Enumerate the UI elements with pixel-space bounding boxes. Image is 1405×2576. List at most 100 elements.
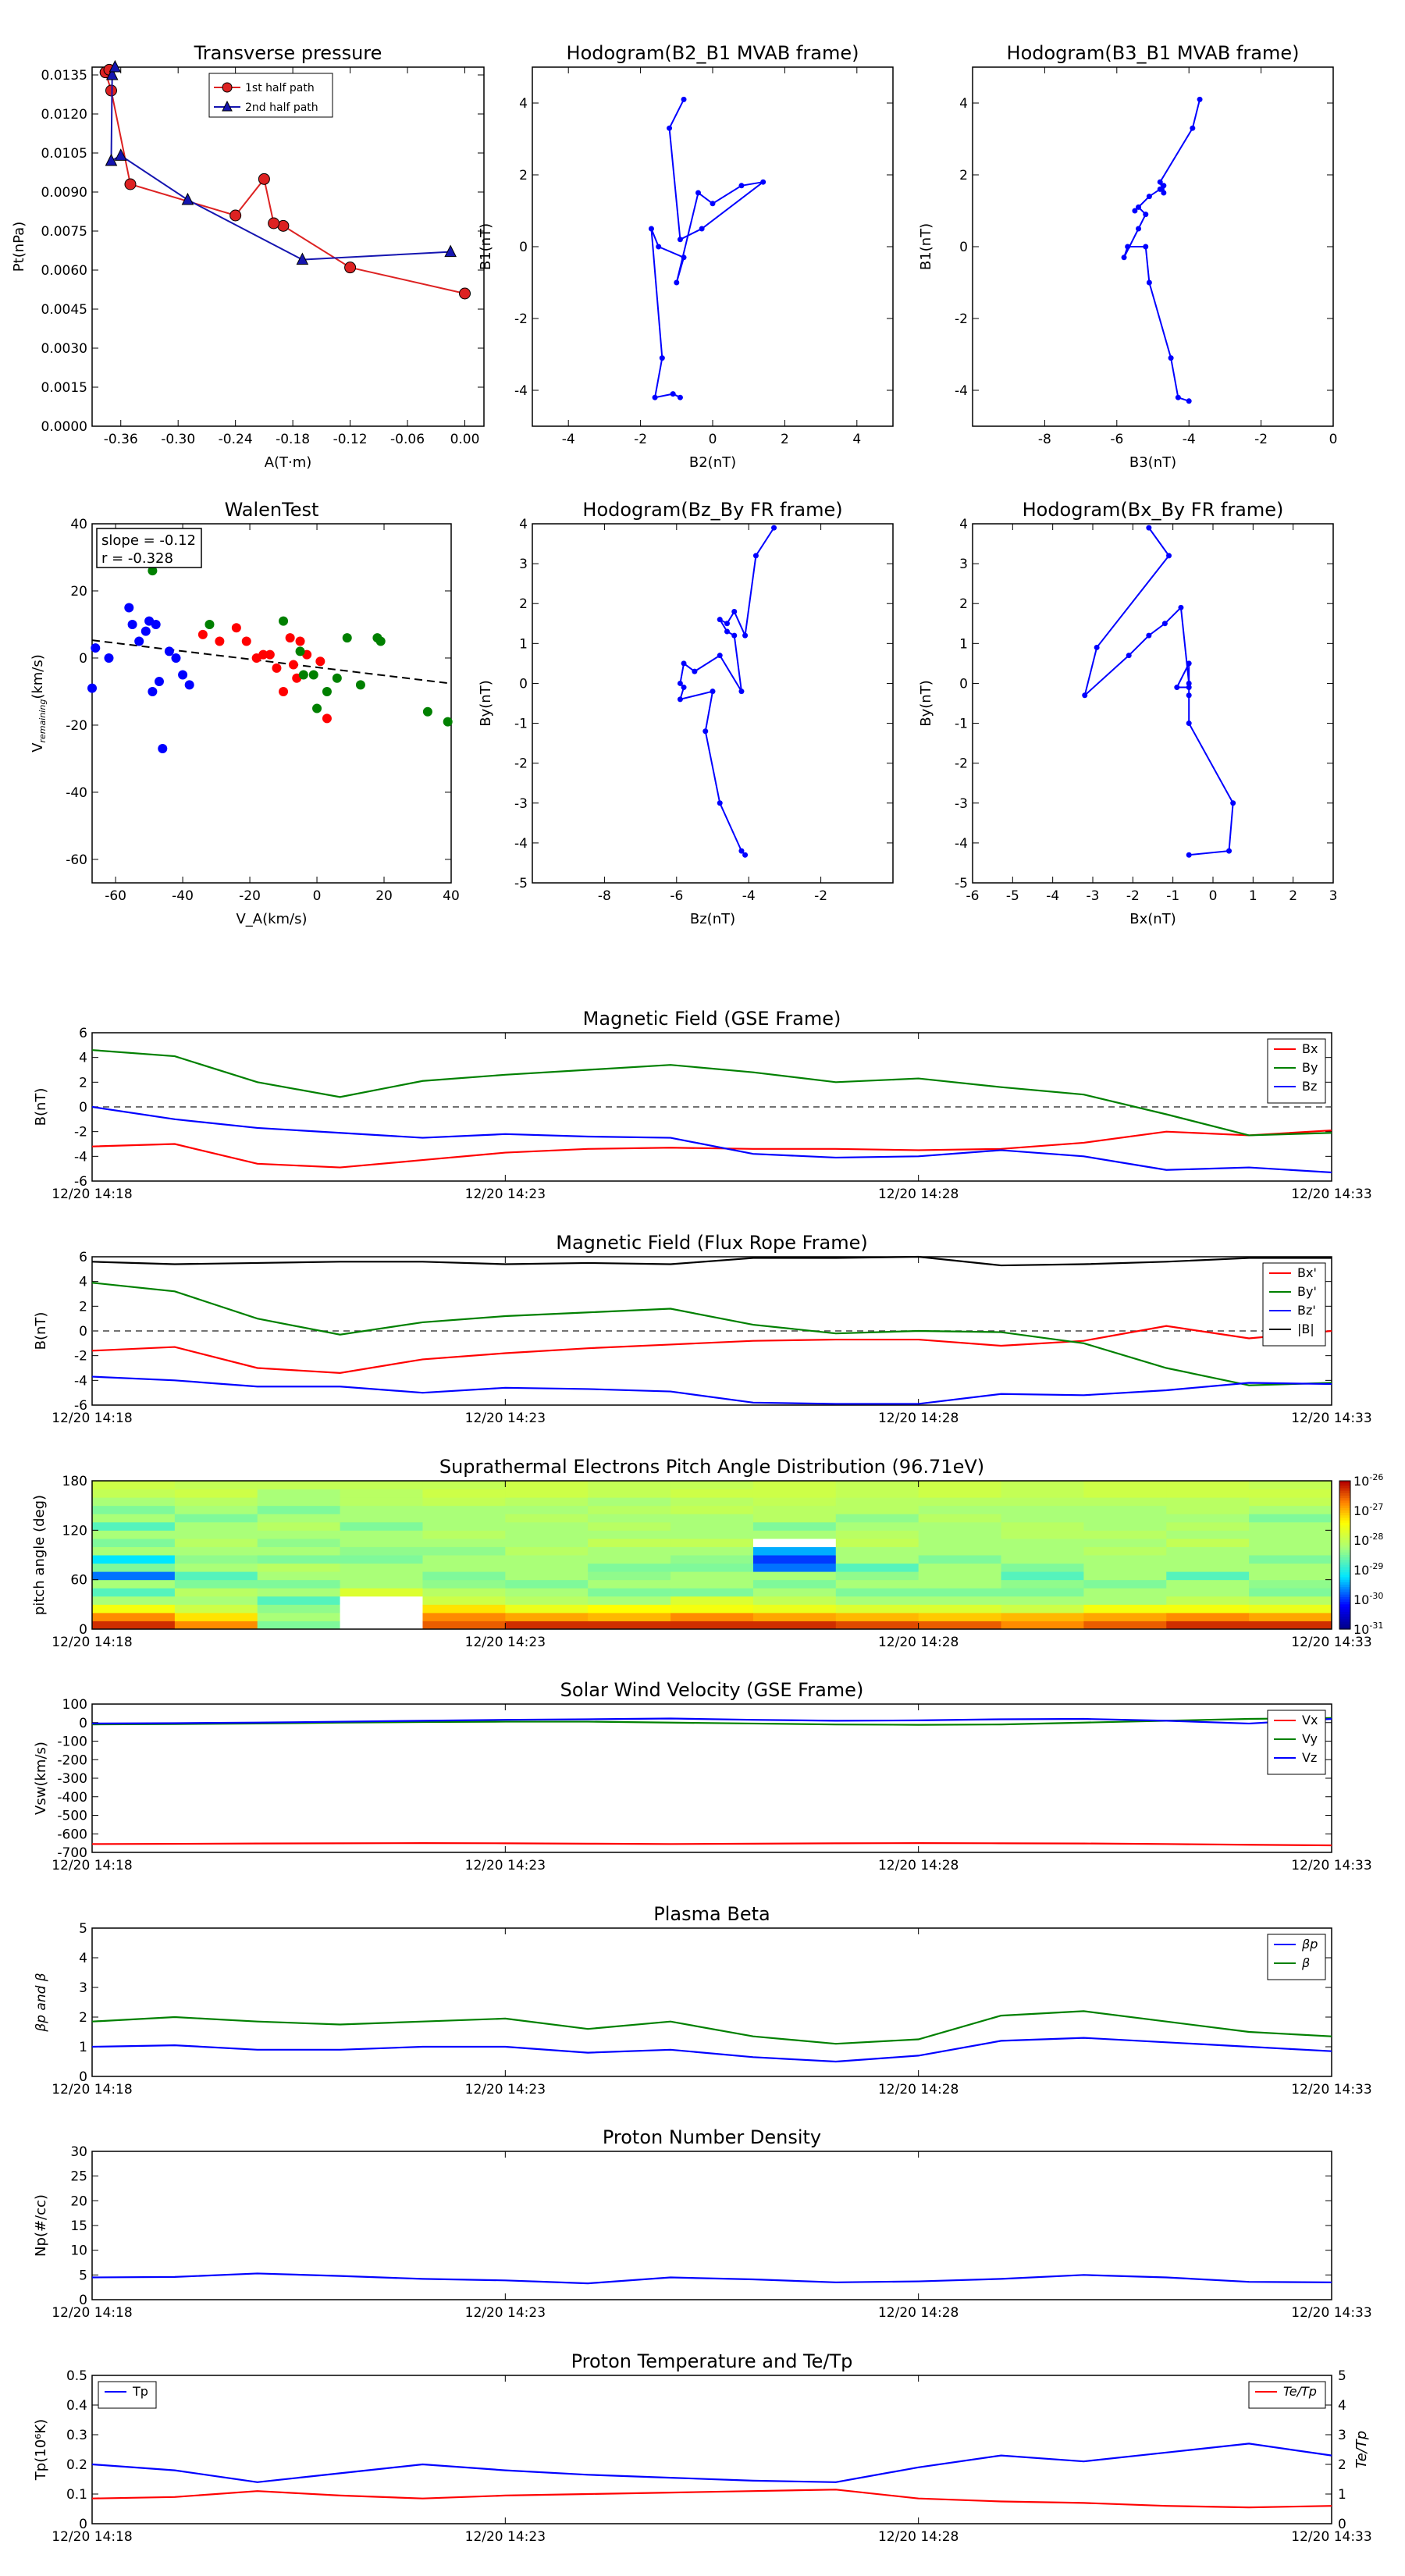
heatmap-cell [340,1481,423,1490]
heatmap-cell [340,1505,423,1514]
heatmap-cell [257,1579,341,1589]
heatmap-cell [257,1563,341,1572]
data-point [1146,632,1152,639]
y2-tick-label: 0 [1338,2517,1346,2532]
heatmap-cell [92,1497,176,1507]
data-point [148,686,158,696]
heatmap-cell [918,1588,1002,1597]
y-tick-label: 0 [79,1100,87,1115]
y-tick-label: 120 [62,1523,87,1539]
colorbar-segment [1339,1503,1350,1507]
heatmap-cell [257,1588,341,1597]
data-point [742,852,749,858]
colorbar-segment [1339,1577,1350,1581]
y-axis-label: B1(nT) [918,223,934,270]
heatmap-cell [670,1497,754,1507]
heatmap-cell [340,1604,423,1614]
colorbar-segment [1339,1530,1350,1534]
y-tick-label: 0.0105 [41,146,87,162]
x-tick-label: 0 [1209,888,1218,904]
colorbar-segment [1339,1517,1350,1521]
colorbar-segment [1339,1579,1350,1583]
data-point [710,201,716,207]
plot-frame [91,2375,1332,2524]
data-point [738,688,745,695]
data-point [355,680,365,690]
heatmap-cell [174,1546,258,1556]
x-tick-label: -0.06 [390,432,425,447]
heatmap-cell [1249,1546,1332,1556]
heatmap-cell [835,1497,919,1507]
series-line-value [91,2272,1332,2285]
data-point [752,553,759,559]
plot-frame [532,66,894,427]
heatmap-cell [835,1579,919,1589]
heatmap-cell [1249,1579,1332,1589]
chart-vsw: 12/20 14:18 12/20 14:23 12/20 14:28 12/20 1… [33,1679,1372,1873]
heatmap-cell [174,1621,258,1630]
heatmap-cell [670,1481,754,1490]
heatmap-cell [505,1604,589,1614]
x-tick-label: 12/20 14:23 [465,2305,546,2321]
data-point [699,226,705,232]
data-point [197,629,208,639]
data-point [760,179,767,185]
x-tick-label: -4 [1046,888,1059,904]
chart-title: Hodogram(Bx_By FR frame) [1023,499,1284,521]
chart-title: WalenTest [225,499,319,521]
heatmap-cell [835,1505,919,1514]
data-point [108,59,122,73]
heatmap-cell [505,1538,589,1547]
data-point [114,148,127,161]
heatmap-cell [174,1555,258,1564]
data-point [1161,621,1168,627]
series-line-Bz' [91,1375,1332,1405]
x-tick-label: -2 [1126,888,1140,904]
heatmap-cell [1166,1563,1250,1572]
data-point [279,616,289,626]
data-point [1126,653,1132,659]
heatmap-cell [1001,1505,1084,1514]
heatmap-cell [174,1530,258,1539]
y-tick-label: -3 [514,796,528,812]
heatmap-cell [257,1555,341,1564]
x-tick-label: 12/20 14:23 [465,2529,546,2545]
chart-title: Hodogram(B2_B1 MVAB frame) [567,42,859,64]
heatmap-cell [92,1596,176,1605]
y-tick-label: -600 [57,1827,87,1842]
heatmap-cell [1166,1571,1250,1581]
colorbar-segment [1339,1582,1350,1585]
colorbar-segment [1339,1545,1350,1549]
chart-title: Hodogram(Bz_By FR frame) [582,499,842,521]
heatmap-cell [174,1505,258,1514]
x-tick-label: -5 [1006,888,1019,904]
series-line-β [91,2010,1332,2045]
heatmap-cell [1083,1530,1167,1539]
colorbar-segment [1339,1498,1350,1501]
heatmap-cell [340,1546,423,1556]
heatmap-cell [340,1530,423,1539]
x-tick-label: -40 [172,888,194,904]
heatmap-cell [752,1621,837,1630]
legend-label: Vx [1302,1713,1318,1727]
y-tick-label: 0 [79,1716,87,1731]
heatmap-cell [1166,1612,1250,1621]
data-point [308,670,318,680]
y-axis-label: B1(nT) [478,223,494,270]
colorbar-segment [1339,1619,1350,1623]
y-axis-label: βp and β [34,1973,49,2032]
chart-h4-hodogram: -6 -5 -4 -3 -2 -1 0 1 2 3-5-4-3-2-101234Hodogram(… [918,499,1337,927]
heatmap-cell [92,1563,176,1572]
x-tick-label: 12/20 14:23 [465,1411,546,1426]
data-point [124,178,137,190]
y-tick-label: -4 [955,836,968,852]
data-point [1186,720,1192,727]
heatmap-cell [918,1579,1002,1589]
y-tick-label: 4 [519,517,528,532]
x-tick-label: 12/20 14:23 [465,1187,546,1202]
y-tick-label: -20 [66,718,87,734]
chart-tp: 12/20 14:18 12/20 14:23 12/20 14:28 12/20 1… [33,2350,1372,2545]
heatmap-cell [670,1571,754,1581]
y-tick-label: -3 [955,796,968,812]
